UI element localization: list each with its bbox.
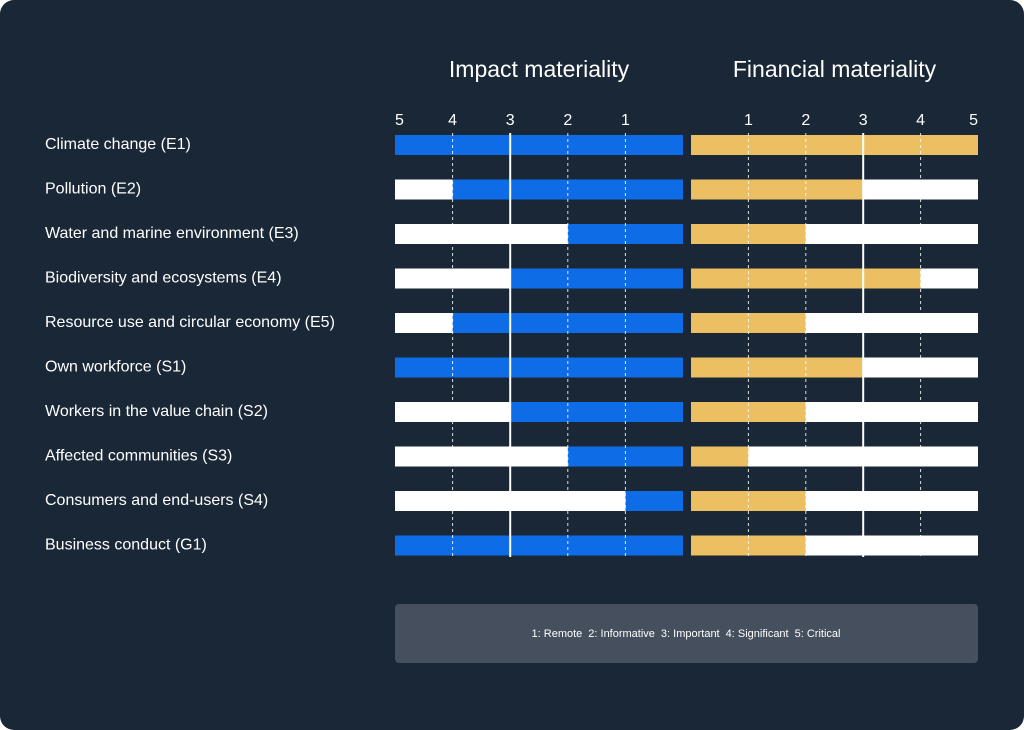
category-label: Consumers and end-users (S4): [45, 492, 268, 509]
bar: [395, 535, 683, 556]
bar: [691, 224, 806, 244]
scale-note: 1: Remote 2: Informative 3: Important 4: Si…: [532, 628, 841, 640]
bar: [691, 357, 864, 378]
bar: [691, 135, 978, 155]
bar: [691, 535, 806, 556]
category-label: Business conduct (G1): [45, 537, 207, 554]
x-tick-label: 2: [563, 112, 572, 129]
panel-title: Financial materiality: [733, 56, 937, 82]
bar: [510, 268, 683, 289]
bar: [691, 446, 749, 467]
x-tick-label: 1: [621, 112, 630, 129]
x-tick-label: 3: [859, 112, 868, 129]
scale-note-item: 4: Significant: [726, 628, 789, 640]
bar: [510, 402, 683, 422]
scale-note-item: 1: Remote: [532, 628, 583, 640]
scale-note-item: 5: Critical: [795, 628, 841, 640]
category-label: Biodiversity and ecosystems (E4): [45, 270, 282, 287]
x-tick-label: 5: [395, 112, 404, 129]
bar: [395, 135, 683, 155]
x-tick-label: 2: [801, 112, 810, 129]
category-label: Workers in the value chain (S2): [45, 403, 268, 420]
bar: [395, 357, 683, 378]
scale-note-item: 2: Informative: [588, 628, 655, 640]
category-label: Water and marine environment (E3): [45, 225, 299, 242]
x-tick-label: 1: [744, 112, 753, 129]
bar: [691, 179, 864, 200]
bar-track: [395, 491, 683, 511]
bar: [567, 224, 683, 244]
legend-box: [395, 604, 978, 663]
category-label: Pollution (E2): [45, 181, 141, 198]
panel-title: Impact materiality: [449, 56, 630, 82]
scale-note-item: 3: Important: [661, 628, 720, 640]
x-tick-label: 3: [506, 112, 515, 129]
x-tick-label: 4: [448, 112, 457, 129]
category-label: Resource use and circular economy (E5): [45, 314, 335, 331]
category-label: Own workforce (S1): [45, 359, 186, 376]
x-tick-label: 4: [916, 112, 925, 129]
bar: [691, 313, 806, 333]
category-label: Affected communities (S3): [45, 448, 232, 465]
bar-track: [691, 446, 978, 467]
category-label: Climate change (E1): [45, 136, 191, 153]
x-tick-label: 5: [969, 112, 978, 129]
bar: [567, 446, 683, 467]
bar: [625, 491, 683, 511]
